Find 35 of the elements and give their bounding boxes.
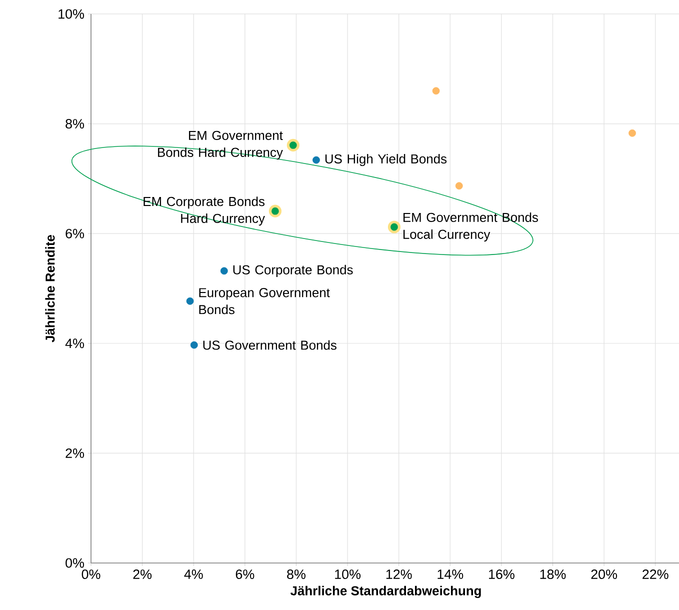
point bbox=[628, 129, 636, 137]
y-tick-label: 2% bbox=[66, 448, 84, 458]
x-tick-label: 22% bbox=[642, 570, 668, 579]
y-tick-label: 8% bbox=[66, 119, 84, 129]
x-tick-label: 12% bbox=[386, 570, 412, 579]
point bbox=[220, 267, 228, 275]
y-tick-label: 6% bbox=[66, 228, 84, 238]
x-tick-label: 2% bbox=[133, 570, 152, 579]
point bbox=[190, 341, 198, 349]
y-tick-label: 0% bbox=[66, 558, 84, 568]
point bbox=[455, 182, 463, 190]
point bbox=[186, 297, 194, 305]
x-tick-label: 6% bbox=[236, 570, 254, 580]
x-tick-label: 18% bbox=[540, 570, 566, 580]
x-tick-label: 8% bbox=[287, 570, 306, 580]
y-tick-label: 4% bbox=[65, 338, 84, 348]
annotation: EM Government Bonds Local Currency bbox=[403, 212, 538, 242]
annotation: US Government Bonds bbox=[203, 340, 336, 350]
y-axis-title: Jährliche Rendite bbox=[45, 234, 55, 342]
point bbox=[268, 204, 282, 218]
annotation: US High Yield Bonds bbox=[325, 154, 447, 166]
point bbox=[286, 138, 300, 152]
x-tick-label: 0% bbox=[82, 570, 100, 580]
x-axis-title: Jährliche Standardabweichung bbox=[290, 586, 481, 598]
x-tick-label: 14% bbox=[438, 570, 464, 579]
annotation: US Corporate Bonds bbox=[233, 264, 353, 277]
point bbox=[312, 156, 320, 164]
x-tick-label: 4% bbox=[184, 570, 203, 579]
point bbox=[388, 220, 401, 234]
x-tick-label: 20% bbox=[591, 570, 618, 580]
x-tick-label: 10% bbox=[335, 570, 361, 580]
x-tick-label: 16% bbox=[489, 570, 514, 580]
y-tick-label: 10% bbox=[58, 9, 84, 19]
point bbox=[432, 87, 440, 95]
annotation: European Government Bonds bbox=[199, 288, 330, 314]
